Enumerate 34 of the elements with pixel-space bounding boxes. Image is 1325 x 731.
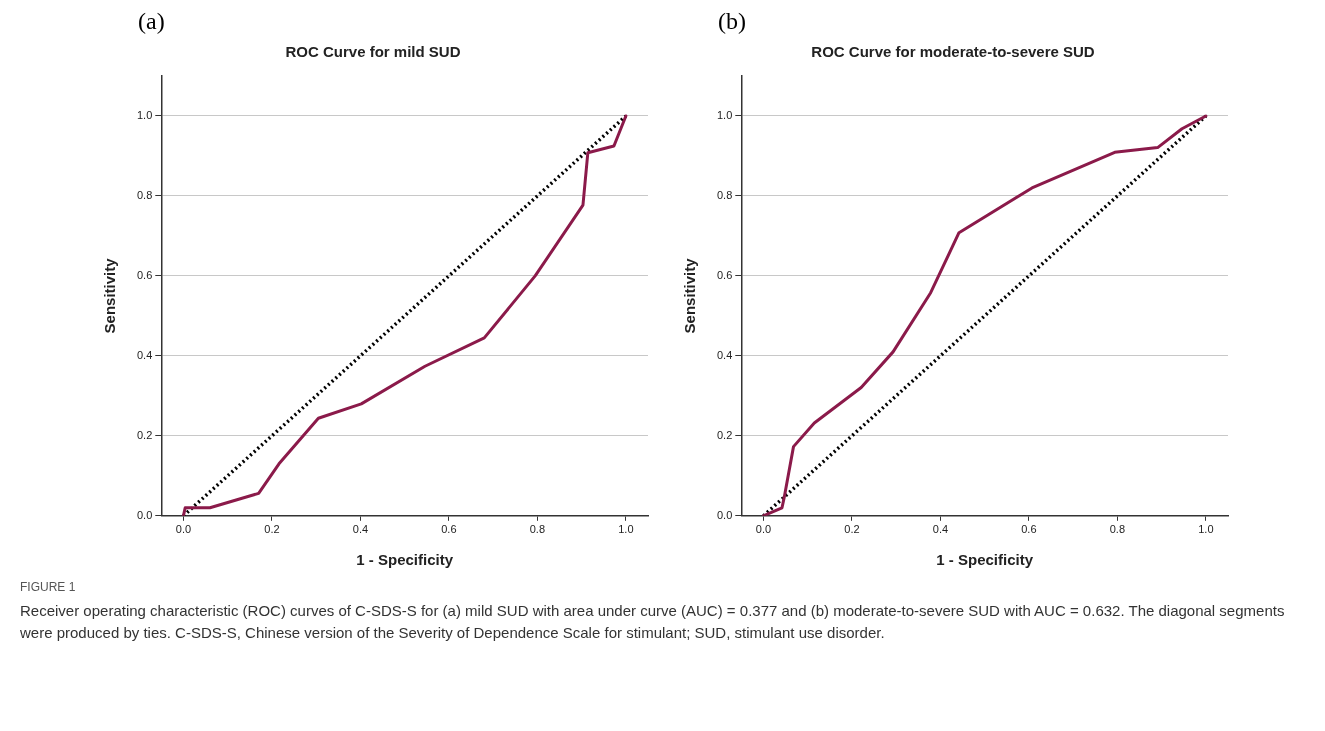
y-tick-label: 0.6 xyxy=(136,268,153,281)
x-tick-label: 0.6 xyxy=(441,523,457,536)
text: (b) xyxy=(718,8,746,34)
x-tick-label: 0.4 xyxy=(352,523,369,536)
x-axis-title: 1 - Specificity xyxy=(936,551,1034,569)
chart-title: ROC Curve for mild SUD xyxy=(285,43,461,61)
y-tick-label: 1.0 xyxy=(716,109,733,122)
x-tick-label: 0.8 xyxy=(1109,523,1126,536)
x-tick-label: 1.0 xyxy=(1198,523,1214,536)
y-tick-label: 0.8 xyxy=(716,188,733,201)
y-tick-label: 0.8 xyxy=(136,188,153,201)
y-tick-label: 0.0 xyxy=(716,508,733,521)
y-tick-label: 0.6 xyxy=(716,268,733,281)
x-tick-label: 0.4 xyxy=(932,523,949,536)
x-tick-label: 0.0 xyxy=(755,523,772,536)
y-axis-title: Sensitivity xyxy=(101,257,119,334)
x-tick-label: 0.6 xyxy=(1021,523,1037,536)
chart-title: ROC Curve for moderate-to-severe SUD xyxy=(811,43,1095,61)
x-tick-label: 1.0 xyxy=(618,523,634,536)
x-tick-label: 0.2 xyxy=(264,523,280,536)
y-axis-title: Sensitivity xyxy=(681,257,699,334)
x-tick-label: 0.0 xyxy=(175,523,192,536)
y-tick-label: 0.2 xyxy=(716,428,733,441)
y-tick-label: 1.0 xyxy=(136,109,153,122)
y-tick-label: 0.2 xyxy=(136,428,153,441)
text: FIGURE 1 xyxy=(20,580,77,594)
y-tick-label: 0.4 xyxy=(716,348,733,361)
x-tick-label: 0.2 xyxy=(844,523,860,536)
x-tick-label: 0.8 xyxy=(529,523,546,536)
x-axis-title: 1 - Specificity xyxy=(356,551,454,569)
text: Receiver operating characteristic (ROC) curves of C-SDS-S for (a) mild SUD with area under curve (AUC) = 0.377 and (b) moderate-to-severe SUD with AUC = 0.632. The diagonal segments were produced by ties. C-SDS-S, Chinese version of the Severity of Dependence Scale for stimulant; SUD, stimulant use disorder. xyxy=(20,601,1286,643)
y-tick-label: 0.4 xyxy=(136,348,153,361)
y-tick-label: 0.0 xyxy=(136,508,153,521)
text: (a) xyxy=(138,8,165,34)
